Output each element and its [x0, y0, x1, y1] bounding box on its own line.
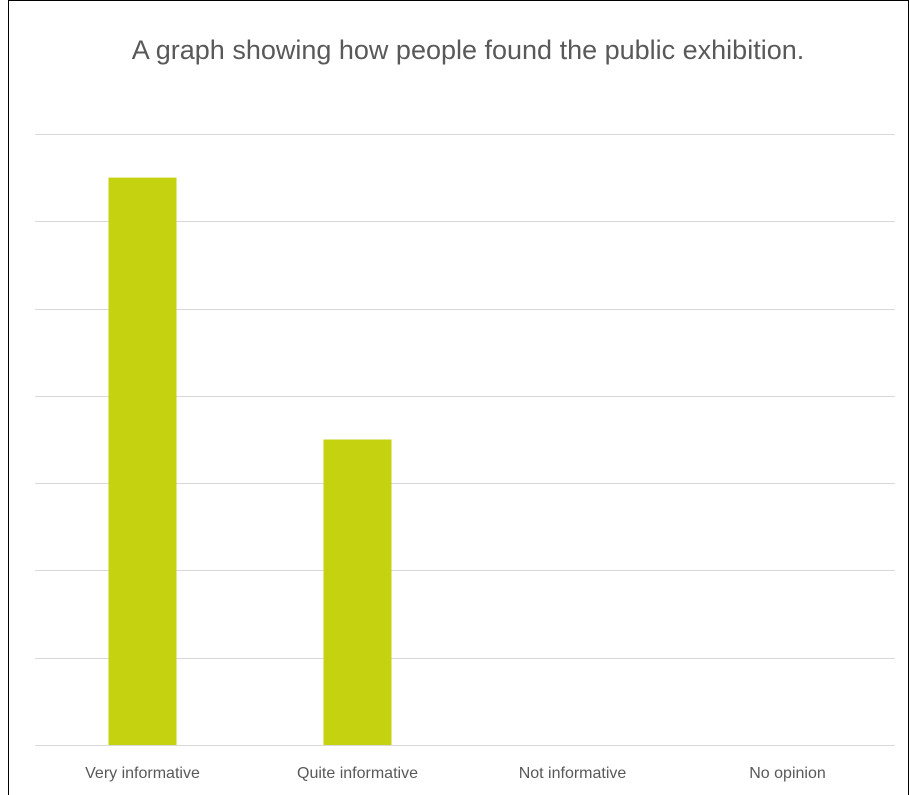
category-label: Not informative: [519, 765, 627, 782]
bar-quite-informative: [323, 439, 392, 745]
category-labels: Very informative Quite informative Not inf…: [85, 765, 826, 782]
chart-title: A graph showing how people found the pub…: [131, 35, 805, 65]
category-label: Quite informative: [297, 765, 418, 782]
category-label: No opinion: [749, 765, 826, 782]
category-label: Very informative: [85, 765, 200, 782]
gridlines: [35, 134, 895, 746]
bar-very-informative: [108, 177, 177, 746]
bars: [108, 177, 392, 746]
